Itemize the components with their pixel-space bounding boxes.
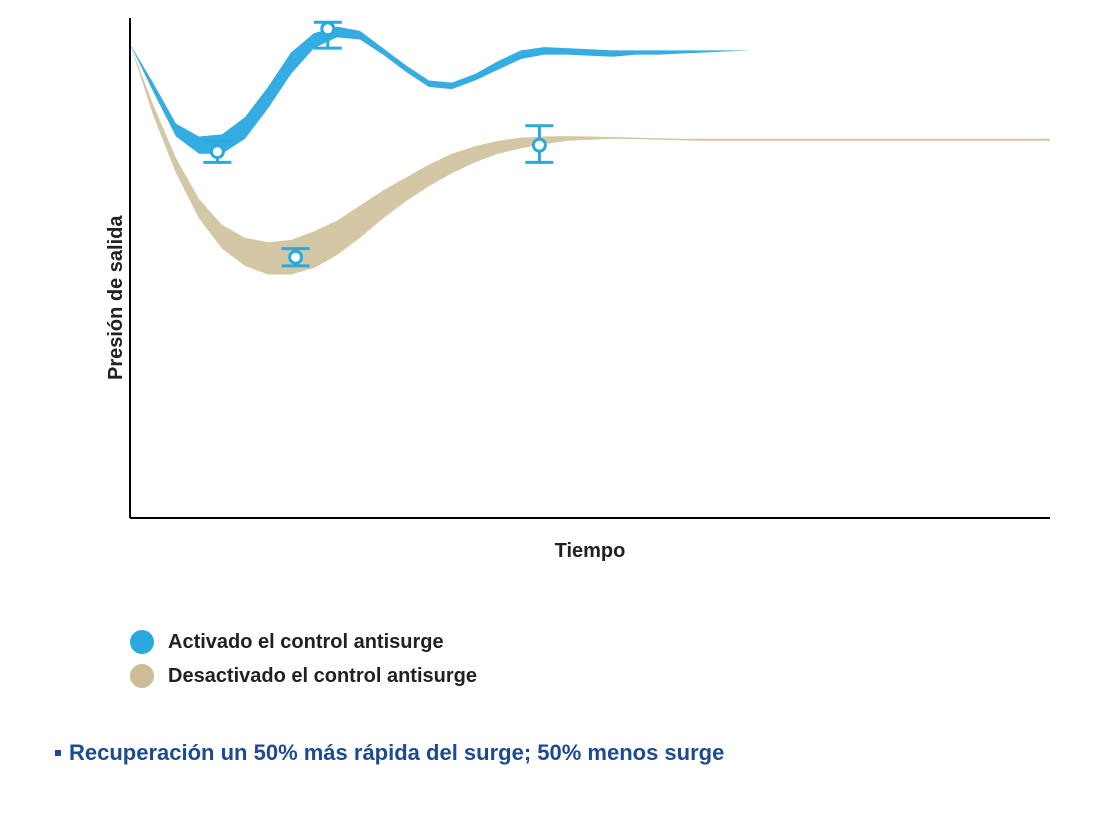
bullet-icon	[55, 750, 61, 756]
legend-item-antisurge_off: Desactivado el control antisurge	[130, 664, 477, 688]
legend: Activado el control antisurge Desactivado…	[130, 630, 477, 698]
legend-item-antisurge_on: Activado el control antisurge	[130, 630, 477, 654]
chart-note-text: Recuperación un 50% más rápida del surge…	[69, 740, 724, 766]
legend-label: Activado el control antisurge	[168, 631, 444, 654]
legend-dot-icon	[130, 664, 154, 688]
y-axis-label: Presión de salida	[105, 215, 128, 380]
chart-note: Recuperación un 50% más rápida del surge…	[55, 740, 724, 766]
legend-label: Desactivado el control antisurge	[168, 665, 477, 688]
series-band-antisurge_on	[130, 27, 1050, 154]
legend-dot-icon	[130, 630, 154, 654]
series-band-antisurge_off	[130, 44, 1050, 275]
x-axis-label: Tiempo	[390, 540, 790, 563]
